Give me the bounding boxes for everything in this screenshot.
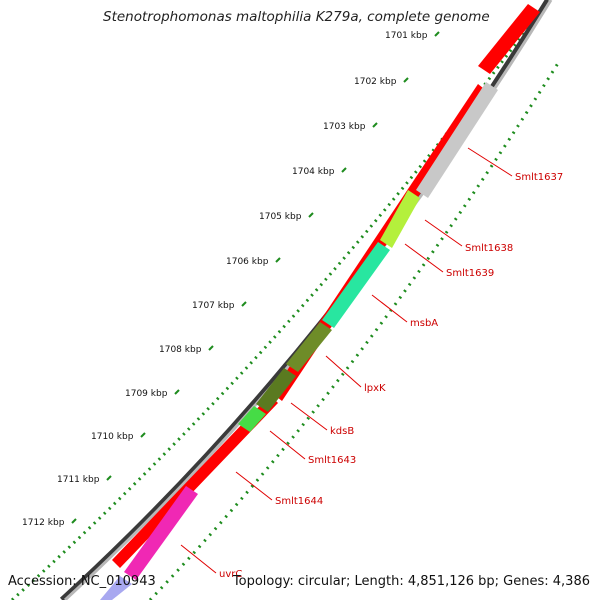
gene-lpxK xyxy=(286,322,332,372)
gene-leader-line xyxy=(467,147,513,177)
gene-label: Smlt1637 xyxy=(515,172,563,183)
tick-label: 1703 kbp xyxy=(323,122,366,132)
tick-mark xyxy=(275,257,281,263)
gene-leader-line xyxy=(235,471,273,501)
gene-label: msbA xyxy=(410,318,438,329)
tick-label: 1706 kbp xyxy=(226,257,269,267)
gene-track xyxy=(100,82,498,600)
forward-cds-track xyxy=(112,4,540,568)
gc-skew-track-outer xyxy=(10,0,550,600)
tick-label: 1710 kbp xyxy=(91,432,134,442)
gene-label: Smlt1643 xyxy=(308,455,356,466)
tick-mark xyxy=(434,31,440,37)
gene-leader-line xyxy=(371,294,408,323)
tick-label: 1707 kbp xyxy=(192,301,235,311)
gene-kdsB xyxy=(256,368,296,412)
gene-leader-line xyxy=(325,355,362,388)
gene-leader-line xyxy=(290,402,328,431)
gene-leader-line xyxy=(269,430,306,460)
gene-label: Smlt1644 xyxy=(275,496,323,507)
tick-mark xyxy=(106,475,112,481)
cds-arrow xyxy=(478,4,540,74)
gene-label: uvrC xyxy=(219,569,242,580)
gene-leader-line xyxy=(424,219,463,247)
gene-uvrC xyxy=(124,486,198,580)
gene-smlt1639 xyxy=(322,242,390,328)
tick-mark xyxy=(241,301,247,307)
gene-label: Smlt1639 xyxy=(446,268,494,279)
tick-label: 1712 kbp xyxy=(22,518,65,528)
tick-label: 1705 kbp xyxy=(259,212,302,222)
tick-label: 1711 kbp xyxy=(57,475,100,485)
tick-mark xyxy=(71,518,77,524)
tick-mark xyxy=(372,122,378,128)
gc-content-track-inner xyxy=(148,59,562,600)
tick-mark xyxy=(308,212,314,218)
gene-leader-line xyxy=(404,243,444,273)
gene-label: kdsB xyxy=(330,426,354,437)
genome-summary-text: Topology: circular; Length: 4,851,126 bp… xyxy=(232,574,590,589)
tick-mark xyxy=(403,77,409,83)
tick-label: 1708 kbp xyxy=(159,345,202,355)
gene-leader-line xyxy=(180,544,217,574)
tick-group: 1701 kbp 1702 kbp 1703 kbp 1704 kbp 1705 kbp… xyxy=(22,31,440,528)
gene-label-group: Smlt1637 Smlt1638 Smlt1639 msbA lpxK kdsB Smlt… xyxy=(180,147,563,580)
gene-lavender xyxy=(100,576,132,600)
accession-text: Accession: NC_010943 xyxy=(8,574,156,589)
gene-label: Smlt1638 xyxy=(465,243,513,254)
tick-mark xyxy=(208,345,214,351)
gene-smlt1637 xyxy=(416,82,498,198)
genome-title: Stenotrophomonas maltophilia K279a, comp… xyxy=(103,9,490,25)
tick-mark xyxy=(140,432,146,438)
tick-mark xyxy=(174,389,180,395)
gene-smlt1643 xyxy=(238,406,266,432)
cds-arrow xyxy=(112,395,278,568)
tick-label: 1709 kbp xyxy=(125,389,168,399)
gene-smlt1638 xyxy=(380,190,420,248)
tick-label: 1701 kbp xyxy=(385,31,428,41)
gene-label: lpxK xyxy=(364,383,386,394)
tick-mark xyxy=(341,167,347,173)
tick-label: 1704 kbp xyxy=(292,167,335,177)
tick-label: 1702 kbp xyxy=(354,77,397,87)
